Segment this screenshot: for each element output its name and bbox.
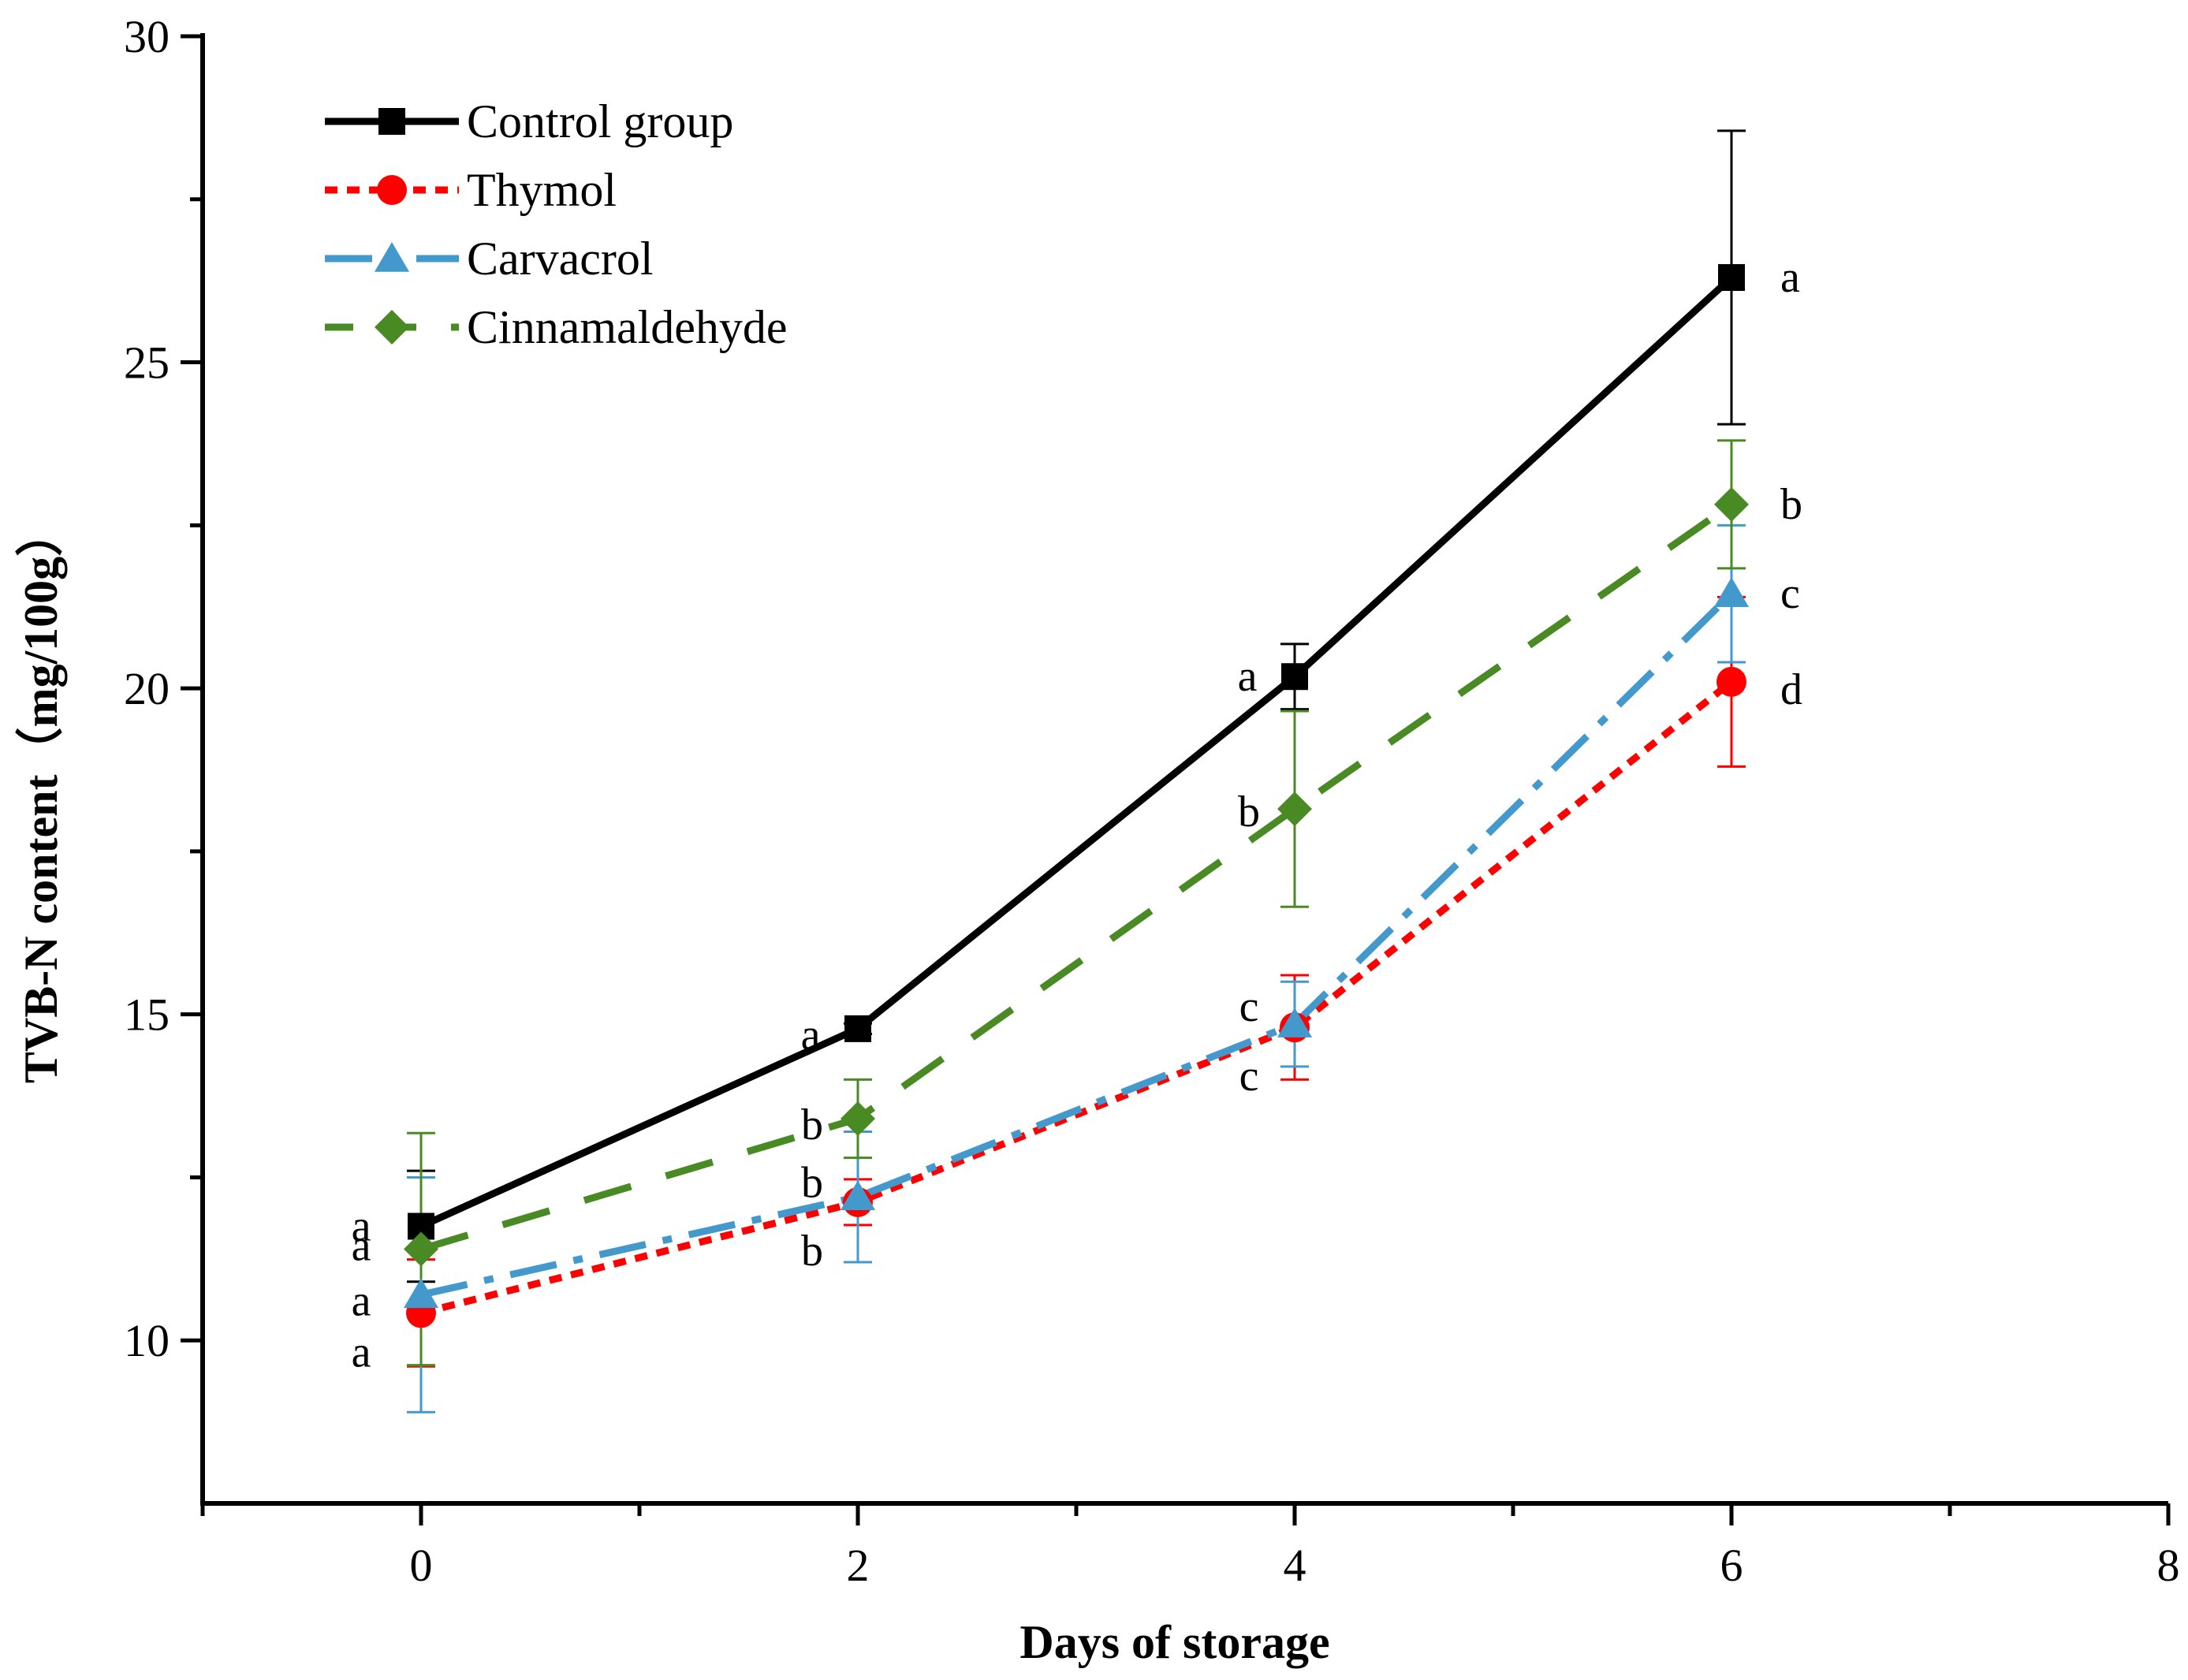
y-tick-label: 25 [124,337,170,389]
legend-label-cinnamaldehyde: Cinnamaldehyde [467,301,788,353]
significance-letter: a [352,1328,371,1376]
data-point-cinnamaldehyde [841,1101,875,1137]
significance-letter: c [1239,1052,1259,1101]
series-line-carvacrol [420,590,1735,1298]
x-tick-label: 6 [1720,1540,1743,1591]
y-tick-label: 20 [124,663,170,714]
significance-letter: b [801,1227,823,1276]
axes-group: 10 15 20 25 30 0 2 4 6 8 [124,11,2180,1591]
data-point-control-group [1281,663,1308,691]
x-tick-label: 8 [2157,1540,2180,1591]
markers-group [403,264,1750,1328]
significance-letter: a [801,1011,821,1060]
data-point-carvacrol [403,1278,439,1309]
series-lines-group [419,274,1735,1317]
data-point-cinnamaldehyde [1714,486,1749,522]
significance-letter: a [352,1276,371,1325]
series-line-cinnamaldehyde [419,501,1734,1253]
significance-letter: a [352,1201,371,1250]
y-tick-label: 15 [124,989,170,1041]
data-point-carvacrol [1713,577,1750,607]
data-point-control-group [844,1015,871,1042]
legend-marker-control-group [378,108,405,135]
series-line-control-group [419,274,1735,1230]
legend: Control group Thymol Carvacrol Cinnamaldehy… [325,95,788,353]
legend-label-thymol: Thymol [467,164,617,216]
significance-letter: b [801,1158,823,1207]
significance-letter: a [1780,253,1800,302]
data-point-control-group [1718,264,1745,292]
significance-letter: d [1780,665,1802,714]
data-point-carvacrol [840,1180,876,1211]
data-point-cinnamaldehyde [1277,792,1312,827]
significance-letter: c [1780,569,1800,618]
y-axis-label: TVB-N content（mg/100g） [14,509,67,1083]
y-tick-label: 30 [124,11,170,62]
x-tick-label: 4 [1284,1540,1306,1591]
y-tick-label: 10 [124,1315,170,1366]
data-point-cinnamaldehyde [404,1231,438,1267]
legend-label-carvacrol: Carvacrol [467,233,654,285]
significance-letter: b [801,1101,823,1149]
significance-letter: b [1780,480,1802,529]
x-tick-label: 0 [410,1540,433,1591]
legend-marker-cinnamaldehyde [375,310,409,345]
significance-letter: a [352,1221,371,1270]
legend-marker-carvacrol [374,242,410,272]
legend-label-control-group: Control group [467,95,733,147]
data-point-thymol [1716,666,1746,697]
significance-letter: a [1238,652,1258,701]
significance-letter: c [1239,982,1259,1031]
series-line-thymol [419,679,1734,1317]
significance-letter: b [1238,788,1260,836]
data-point-carvacrol [1277,1008,1313,1037]
x-tick-label: 2 [847,1540,870,1591]
legend-marker-thymol [377,175,407,205]
x-axis-label: Days of storage [1019,1616,1329,1668]
